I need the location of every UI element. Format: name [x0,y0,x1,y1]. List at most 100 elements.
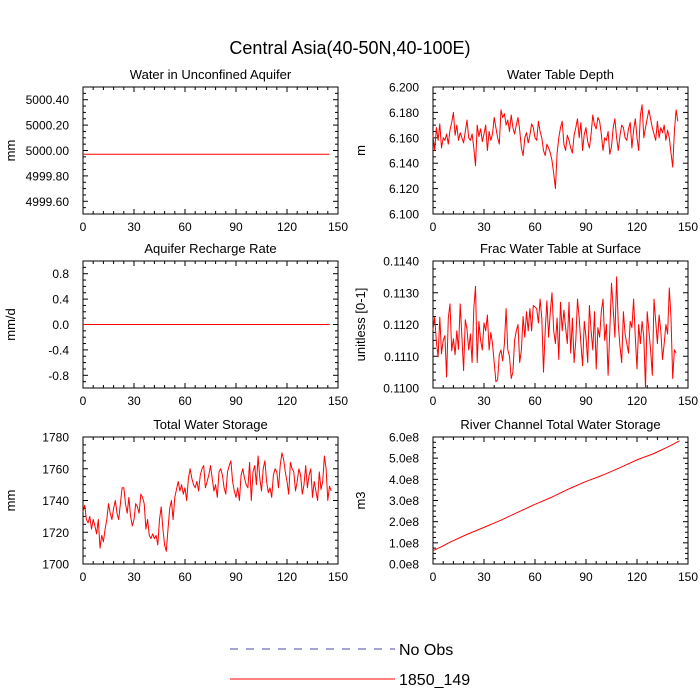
panel-aquifer-recharge-rate: Aquifer Recharge Rate mm/d 0 30 60 90 120 150 -0… [3,241,348,408]
series-line-1850-149 [82,452,332,552]
plot-frame [82,436,339,565]
x-tick-label: 120 [277,570,297,584]
y-tick-label: 0.1120 [383,318,419,332]
x-tick-label: 120 [627,570,647,584]
x-tick-label: 0 [430,394,437,408]
y-tick-label: 1.0e8 [389,536,419,550]
x-tick-label: 120 [277,394,297,408]
x-tick-label: 60 [528,220,542,234]
y-tick-label: 2.0e8 [389,515,419,529]
y-tick-label: 6.180 [389,106,419,120]
x-tick-label: 0 [80,394,87,408]
figure-title: Central Asia(40-50N,40-100E) [229,38,470,58]
x-tick-label: 90 [229,394,243,408]
x-tick-label: 0 [430,570,437,584]
y-tick-label: 6.120 [389,182,419,196]
y-tick-label: 4.0e8 [389,473,419,487]
panel-title: Water Table Depth [507,67,614,82]
y-tick-label: 0.1130 [383,286,419,300]
x-tick-label: 150 [678,220,698,234]
panel-frac-water-table-at-surface: Frac Water Table at Surface unitless [0-1… [353,241,698,408]
x-tick-label: 30 [477,394,491,408]
x-tick-label: 120 [277,220,297,234]
panel-title: Aquifer Recharge Rate [144,241,276,256]
panel-title: Frac Water Table at Surface [480,241,641,256]
x-tick-label: 150 [328,394,348,408]
x-tick-label: 60 [178,570,192,584]
x-tick-label: 30 [127,394,141,408]
x-tick-label: 90 [229,570,243,584]
y-tick-label: 3.0e8 [389,494,419,508]
y-tick-label: 0.1100 [383,382,419,396]
plot-frame [432,436,689,565]
plot-frame [432,260,689,389]
x-tick-label: 150 [678,570,698,584]
panel-title: Water in Unconfined Aquifer [130,67,292,82]
panels: Water in Unconfined Aquifer mm 0 30 60 90 120 1… [3,67,698,584]
x-tick-label: 120 [627,394,647,408]
y-tick-label: 5.0e8 [389,452,419,466]
panel-river-channel-total-water-storage: River Channel Total Water Storage m3 0 30 60… [353,417,698,584]
panel-water-in-unconfined-aquifer: Water in Unconfined Aquifer mm 0 30 60 90 120 1… [3,67,348,234]
y-tick-label: 5000.00 [26,144,70,158]
y-tick-label: 0.4 [52,293,69,307]
x-tick-label: 0 [80,220,87,234]
x-tick-label: 90 [579,220,593,234]
y-tick-label: 6.100 [389,208,419,222]
x-tick-label: 60 [528,570,542,584]
y-tick-label: 0.8 [52,267,69,281]
x-tick-label: 90 [229,220,243,234]
y-tick-label: 0.0e8 [389,558,419,572]
y-axis-label: mm [3,490,18,512]
y-tick-label: 4999.80 [26,169,70,183]
y-tick-label: 6.0e8 [389,431,419,445]
y-tick-label: 5000.20 [26,119,70,133]
y-tick-label: 5000.40 [26,93,70,107]
x-tick-label: 30 [477,570,491,584]
series-line-1850-149 [432,104,679,190]
legend-label-1850-149: 1850_149 [399,672,470,689]
panel-total-water-storage: Total Water Storage mm 0 30 60 90 120 150 1700 17… [3,417,348,584]
panel-title: River Channel Total Water Storage [460,417,660,432]
x-tick-label: 150 [678,394,698,408]
x-tick-label: 120 [627,220,647,234]
y-tick-label: 0.0 [52,318,69,332]
panel-water-table-depth: Water Table Depth m 0 30 60 90 120 150 6.100 6.12… [353,67,698,234]
y-tick-label: 6.200 [389,81,419,95]
series-line-1850-149 [432,276,677,389]
x-tick-label: 60 [528,394,542,408]
y-tick-label: 0.1110 [384,350,419,364]
series-line-1850-149 [432,440,680,552]
plot-frame [432,86,689,215]
y-tick-label: 1780 [42,431,69,445]
legend-label-no-obs: No Obs [399,642,453,659]
y-tick-label: 1760 [42,462,69,476]
y-tick-label: 1700 [42,558,69,572]
x-tick-label: 30 [477,220,491,234]
x-tick-label: 90 [579,394,593,408]
y-tick-label: 6.140 [389,157,419,171]
x-tick-label: 30 [127,570,141,584]
y-tick-label: 1740 [42,494,69,508]
x-tick-label: 90 [579,570,593,584]
legend: No Obs 1850_149 [230,642,470,689]
y-tick-label: -0.4 [48,343,69,357]
x-tick-label: 150 [328,570,348,584]
y-tick-label: 6.160 [389,131,419,145]
y-axis-label: mm [3,140,18,162]
x-tick-label: 30 [127,220,141,234]
panel-title: Total Water Storage [153,417,267,432]
x-tick-label: 60 [178,394,192,408]
plot-frame [82,86,339,215]
y-tick-label: 1720 [42,526,69,540]
y-tick-label: 0.1140 [383,255,419,269]
y-axis-label: m3 [353,491,368,509]
y-tick-label: -0.8 [48,369,69,383]
y-axis-label: unitless [0-1] [353,288,368,362]
y-axis-label: m [353,145,368,156]
x-tick-label: 150 [328,220,348,234]
x-tick-label: 0 [80,570,87,584]
x-tick-label: 0 [430,220,437,234]
